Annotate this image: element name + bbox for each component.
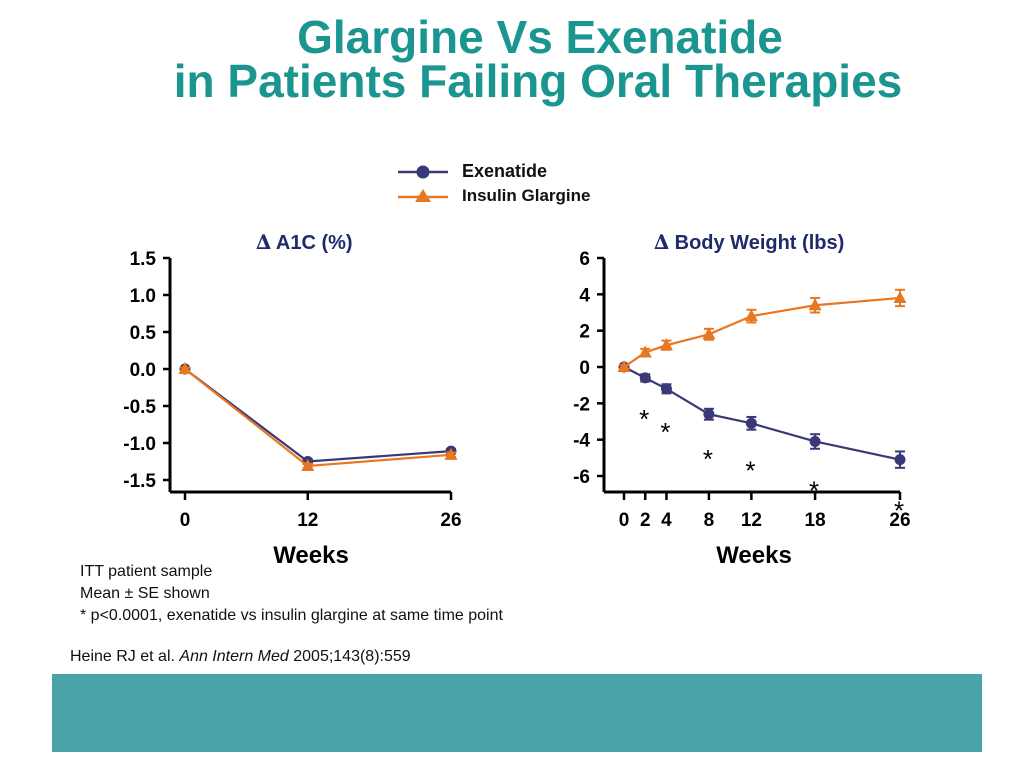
delta-symbol: ∆ [654, 230, 670, 254]
significance-asterisk: * [660, 417, 670, 447]
x-axis-label: Weeks [716, 542, 792, 569]
y-tick-label: 4 [579, 285, 590, 306]
y-tick-label: -4 [573, 431, 590, 452]
data-point-triangle [301, 458, 315, 471]
significance-asterisk: * [894, 496, 904, 526]
footer-bar [52, 674, 982, 752]
data-point-triangle [638, 345, 652, 358]
legend-line-triangle-icon [398, 189, 448, 202]
y-tick-label: 1.0 [130, 286, 156, 307]
x-tick-label: 26 [889, 510, 910, 531]
slide-title-line1: Glargine Vs Exenatide [297, 11, 783, 63]
chart-title-text: Body Weight (lbs) [674, 232, 845, 254]
y-tick-label: -0.5 [123, 397, 156, 418]
y-tick-label: -6 [573, 467, 590, 488]
data-point-triangle [744, 309, 758, 322]
x-tick-label: 8 [704, 510, 715, 531]
y-tick-label: -1.5 [123, 471, 156, 492]
footnote-pvalue: * p<0.0001, exenatide vs insulin glargin… [80, 607, 503, 624]
legend-line-circle-icon [398, 165, 448, 179]
significance-asterisk: * [809, 475, 819, 505]
x-tick-label: 18 [805, 510, 826, 531]
x-axis-label: Weeks [273, 542, 349, 569]
x-tick-label: 0 [180, 510, 191, 531]
citation-details: 2005;143(8):559 [288, 648, 411, 665]
data-point-circle [639, 372, 651, 384]
x-tick-label: 26 [440, 510, 461, 531]
data-point-circle [809, 435, 821, 447]
footnotes: ITT patient sample Mean ± SE shown * p<0… [80, 561, 503, 627]
y-tick-label: 0 [579, 358, 590, 379]
y-tick-label: 0.5 [130, 323, 157, 344]
y-tick-label: -2 [573, 394, 590, 415]
data-point-triangle [178, 362, 192, 374]
y-tick-label: 2 [579, 322, 590, 343]
footnote-mean-se: Mean ± SE shown [80, 585, 210, 602]
legend-label: Exenatide [462, 161, 548, 181]
data-point-circle [894, 454, 906, 466]
data-point-triangle [617, 360, 631, 372]
data-point-triangle [444, 447, 458, 460]
footnote-itt: ITT patient sample [80, 563, 213, 580]
data-point-triangle [659, 338, 673, 351]
data-point-triangle [893, 290, 907, 303]
significance-asterisk: * [745, 455, 755, 485]
citation-journal: Ann Intern Med [179, 648, 289, 665]
y-tick-label: 0.0 [130, 360, 156, 381]
data-point-triangle [702, 327, 716, 340]
significance-asterisk: * [703, 444, 713, 474]
citation: Heine RJ et al. Ann Intern Med 2005;143(… [70, 648, 411, 666]
y-tick-label: 6 [579, 249, 590, 270]
x-tick-label: 12 [741, 510, 762, 531]
chart-title-text: A1C (%) [275, 232, 353, 254]
data-point-triangle [808, 298, 822, 311]
citation-authors: Heine RJ et al. [70, 648, 180, 665]
chart-title-body-weight: ∆ Body Weight (lbs) [654, 230, 844, 255]
y-tick-label: 1.5 [130, 249, 157, 270]
x-tick-label: 0 [619, 510, 630, 531]
x-tick-label: 4 [661, 510, 672, 531]
series-line-insulin-glargine [623, 296, 901, 368]
significance-asterisk: * [639, 404, 649, 434]
data-point-circle [703, 408, 715, 420]
chart-title-a1c: ∆ A1C (%) [256, 230, 353, 255]
data-point-circle [745, 417, 757, 429]
x-tick-label: 2 [640, 510, 651, 531]
delta-symbol: ∆ [256, 230, 272, 254]
data-point-circle [660, 383, 672, 395]
y-tick-label: -1.0 [123, 434, 156, 455]
x-tick-label: 12 [297, 510, 318, 531]
slide-title-line2: in Patients Failing Oral Therapies [173, 55, 903, 107]
legend-label: Insulin Glargine [462, 186, 591, 205]
